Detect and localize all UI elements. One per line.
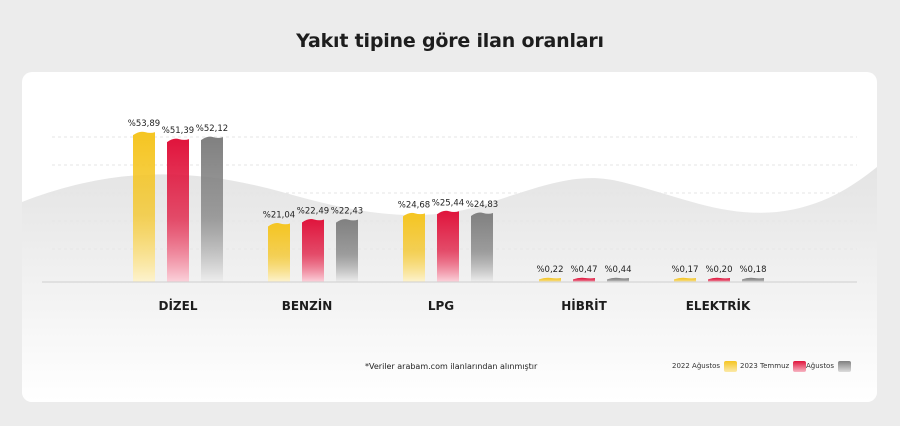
bar-2-0 [201,136,223,282]
value-label: %0,47 [570,265,597,275]
value-label: %24,68 [398,200,430,210]
bar-2-1 [336,219,358,282]
value-label: %22,49 [297,206,329,216]
value-label: %0,22 [536,265,563,275]
bar-1-0 [167,138,189,282]
chart-title: Yakıt tipine göre ilan oranları [296,30,604,52]
value-label: %0,18 [739,265,766,275]
value-label: %21,04 [263,211,295,221]
category-label: HİBRİT [561,298,607,313]
category-label: BENZİN [282,298,333,313]
value-label: %24,83 [466,200,498,210]
legend-swatch-yellow [724,360,738,372]
legend-label: 2022 Ağustos [672,362,721,370]
bar-2-4 [742,277,764,282]
bar-0-1 [268,223,290,282]
value-label: %53,89 [128,119,160,129]
category-label: DİZEL [159,298,198,313]
value-label: %25,44 [432,198,464,208]
legend-item-2023-temmuz: 2023 Temmuz [740,359,807,373]
background-wave [22,167,877,402]
legend-swatch-gray [838,360,851,372]
value-label: %52,12 [196,124,228,134]
bar-0-3 [539,277,561,282]
bar-0-0 [133,131,155,282]
value-label: %0,17 [671,265,698,275]
legend-label: Ağustos [806,362,834,370]
category-label: ELEKTRİK [686,298,751,313]
legend-swatch-red [793,360,807,372]
bar-1-3 [573,277,595,282]
category-label: LPG [428,299,454,313]
legend-item-2022-agustos: 2022 Ağustos [672,359,738,373]
bar-2-2 [471,212,493,282]
bar-0-2 [403,212,425,282]
bar-0-4 [674,277,696,282]
value-label: %51,39 [162,126,194,136]
bar-1-2 [437,210,459,282]
bar-2-3 [607,277,629,282]
value-label: %22,43 [331,207,363,217]
bar-chart: %53,89 %21,04 %24,68 %0,22 %0,17 %51,39 %22,49… [22,119,877,402]
bar-1-1 [302,218,324,282]
footnote: *Veriler arabam.com ilanlarından alınmış… [365,362,538,371]
legend-item-agustos: Ağustos [806,359,851,373]
legend-label: 2023 Temmuz [740,362,790,370]
bar-1-4 [708,277,730,282]
chart-card: %53,89 %21,04 %24,68 %0,22 %0,17 %51,39 %22,49… [22,72,877,402]
value-label: %0,20 [705,265,732,275]
value-label: %0,44 [604,265,631,275]
